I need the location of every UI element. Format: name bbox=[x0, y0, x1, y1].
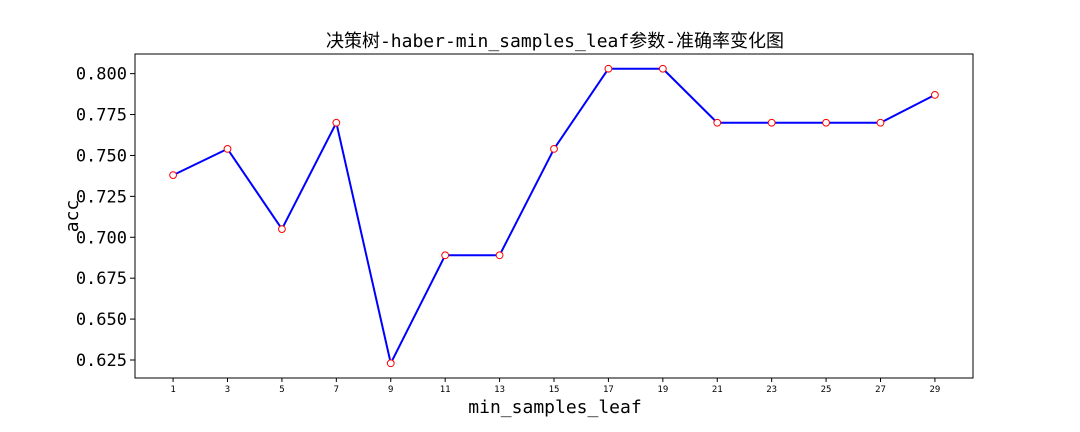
y-tick-label: 0.625 bbox=[76, 351, 127, 371]
data-point bbox=[441, 251, 450, 260]
data-point bbox=[767, 118, 776, 127]
data-point bbox=[169, 171, 177, 179]
x-tick-label: 5 bbox=[279, 385, 284, 395]
x-tick-label: 11 bbox=[440, 385, 451, 395]
y-tick-label: 0.800 bbox=[76, 65, 127, 85]
data-point bbox=[550, 145, 558, 153]
plot-area: 0.625 0.650 0.675 0.700 0.725 0.750 0.775 0.800… bbox=[76, 53, 974, 395]
x-tick-label: 19 bbox=[657, 385, 668, 395]
x-tick-label: 1 bbox=[170, 385, 175, 395]
x-axis-label: min_samples_leaf bbox=[468, 397, 641, 418]
data-point bbox=[386, 359, 395, 368]
chart-title: 决策树-haber-min_samples_leaf参数-准确率变化图 bbox=[326, 31, 784, 52]
x-tick-label: 7 bbox=[334, 385, 339, 395]
data-point bbox=[604, 64, 613, 73]
y-tick-label: 0.675 bbox=[76, 269, 127, 289]
x-tick-label: 23 bbox=[766, 385, 777, 395]
y-tick-label: 0.750 bbox=[76, 146, 127, 166]
data-point bbox=[223, 145, 232, 153]
data-point bbox=[713, 118, 722, 127]
data-point bbox=[278, 225, 286, 233]
y-tick-label: 0.700 bbox=[76, 228, 127, 248]
data-point bbox=[658, 64, 667, 73]
y-tick-label: 0.725 bbox=[76, 187, 127, 207]
x-tick-label: 17 bbox=[603, 385, 614, 395]
y-axis-label: acc bbox=[62, 200, 83, 233]
x-tick-label: 15 bbox=[549, 385, 560, 395]
x-tick-label: 3 bbox=[225, 385, 230, 395]
x-tick-label: 27 bbox=[875, 385, 886, 395]
series-line bbox=[172, 67, 936, 365]
data-point bbox=[822, 118, 830, 127]
x-tick-label: 13 bbox=[494, 385, 505, 395]
plot-frame bbox=[134, 53, 974, 379]
data-point bbox=[931, 91, 939, 99]
data-point bbox=[495, 251, 504, 260]
x-tick-label: 9 bbox=[388, 385, 393, 395]
x-tick-label: 29 bbox=[929, 385, 940, 395]
x-tick-label: 21 bbox=[712, 385, 723, 395]
x-tick-label: 25 bbox=[821, 385, 832, 395]
data-point bbox=[876, 118, 885, 127]
y-tick-label: 0.775 bbox=[76, 106, 127, 126]
data-point bbox=[332, 118, 341, 127]
y-tick-label: 0.650 bbox=[76, 310, 127, 330]
